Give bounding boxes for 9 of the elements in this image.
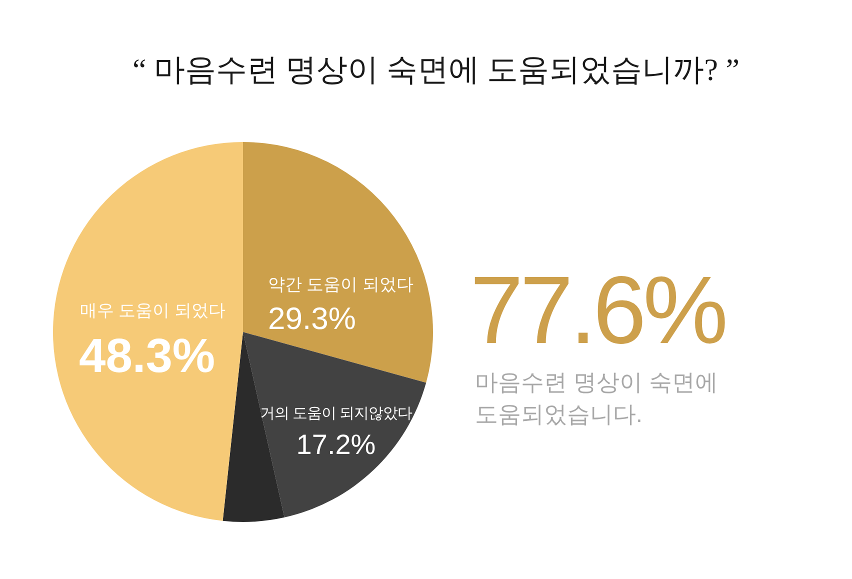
slice-label: 약간 도움이 되었다 [268, 275, 414, 294]
slice-label: 거의 도움이 되지않았다 [260, 405, 412, 422]
title: “ 마음수련 명상이 숙면에 도움되었습니까? ” [132, 52, 740, 87]
value-label: 17.2% [296, 429, 376, 460]
slice-label: 매우 도움이 되었다 [80, 301, 226, 320]
value-label: 29.3% [268, 301, 356, 336]
annotation: 77.6% [470, 257, 725, 364]
annotation: 마음수련 명상이 숙면에 도움되었습니다. [475, 369, 718, 427]
value-label: 48.3% [79, 330, 216, 383]
